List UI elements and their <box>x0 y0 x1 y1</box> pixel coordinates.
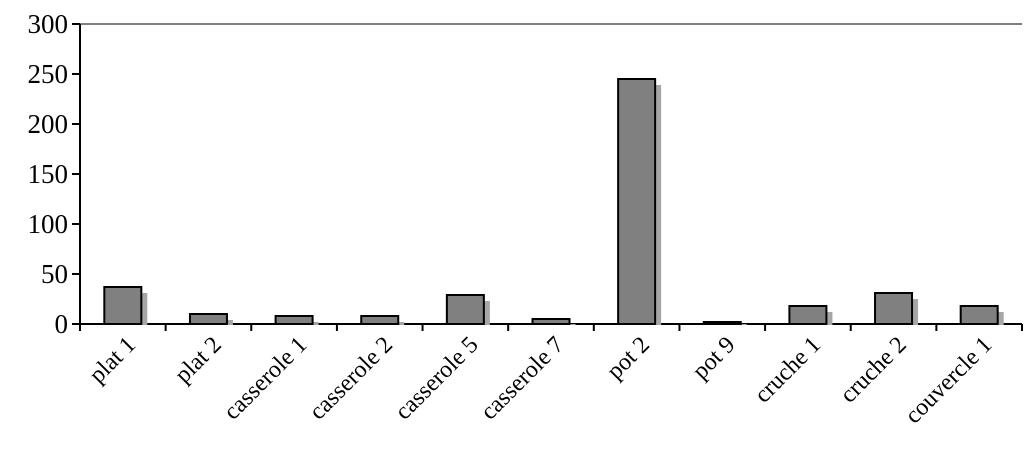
x-tick-label: pot 9 <box>688 332 741 385</box>
bar <box>103 286 143 325</box>
bar <box>874 292 914 325</box>
bar-group <box>788 305 833 325</box>
bar <box>617 78 657 325</box>
bar <box>445 294 485 325</box>
x-tick-label: plat 1 <box>84 332 141 389</box>
bar-group <box>874 292 919 325</box>
x-tick-label: cruche 2 <box>835 332 911 408</box>
y-tick-label: 100 <box>28 209 69 239</box>
bar <box>360 315 400 325</box>
y-tick-label: 250 <box>28 59 69 89</box>
bar-group <box>445 294 490 325</box>
y-tick-label: 150 <box>28 159 69 189</box>
bar <box>188 313 228 325</box>
bar-group <box>617 78 662 325</box>
y-axis: 0 50 100 150 200 250 300 <box>28 9 1022 339</box>
bar-group <box>959 305 1004 325</box>
x-tick-label: casserole 5 <box>390 332 483 425</box>
x-tick-label: pot 2 <box>602 332 655 385</box>
x-tick-label: casserole 1 <box>219 332 312 425</box>
bar-group <box>702 321 747 325</box>
y-tick-label: 0 <box>55 309 69 339</box>
bar-group <box>188 313 233 325</box>
x-tick-label: casserole 2 <box>305 332 398 425</box>
x-tick-label: casserole 7 <box>476 332 569 425</box>
y-tick-label: 50 <box>41 259 68 289</box>
x-tick-label: cruche 1 <box>750 332 826 408</box>
y-tick-label: 300 <box>28 9 69 39</box>
y-tick-label: 200 <box>28 109 69 139</box>
bar-group <box>531 318 576 325</box>
x-tick-label: plat 2 <box>170 332 227 389</box>
bar-group <box>103 286 148 325</box>
bar <box>274 315 314 325</box>
bar <box>702 321 742 325</box>
bar <box>531 318 571 325</box>
bar-group <box>274 315 319 325</box>
x-tick-label: couvercle 1 <box>900 332 997 429</box>
x-axis <box>79 323 1023 331</box>
bar <box>788 305 828 325</box>
bar <box>959 305 999 325</box>
bars <box>103 78 1004 325</box>
bar-group <box>360 315 405 325</box>
